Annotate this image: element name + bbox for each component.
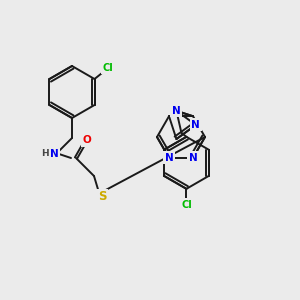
Text: H: H xyxy=(41,149,49,158)
Text: N: N xyxy=(165,153,173,163)
Text: Cl: Cl xyxy=(102,63,113,73)
Text: N: N xyxy=(50,149,58,159)
Text: N: N xyxy=(191,120,200,130)
Text: N: N xyxy=(189,153,197,163)
Text: O: O xyxy=(82,135,91,145)
Text: Cl: Cl xyxy=(181,200,192,210)
Text: N: N xyxy=(172,106,181,116)
Text: S: S xyxy=(98,190,106,203)
